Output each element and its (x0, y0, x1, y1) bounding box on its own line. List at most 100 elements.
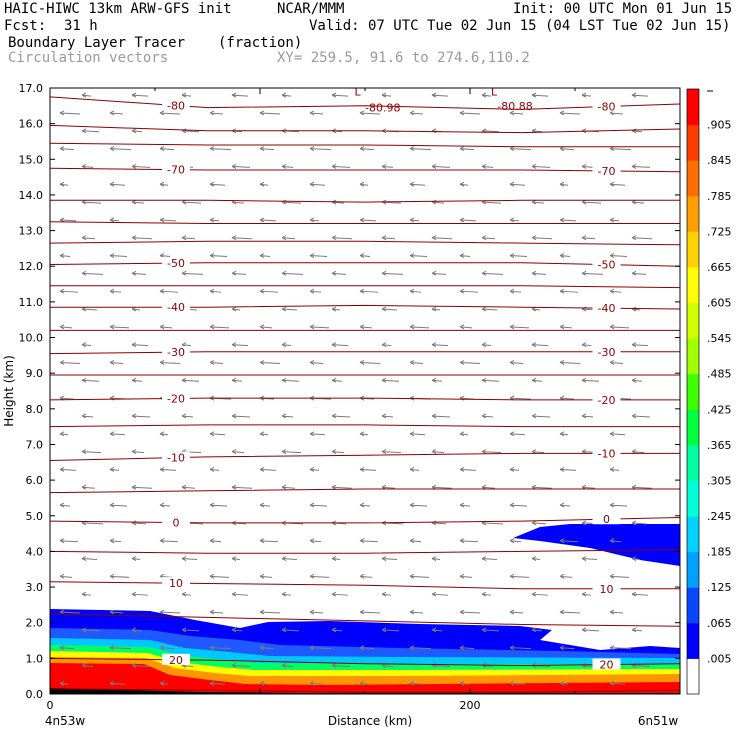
vector-arrow (231, 413, 251, 419)
field-units: (fraction) (218, 35, 303, 51)
vector-arrow (231, 235, 253, 241)
vector-arrow (181, 591, 192, 597)
temperature-contour (49, 221, 680, 224)
vector-arrow (181, 627, 200, 633)
vector-arrow (231, 627, 243, 633)
vector-arrow (531, 235, 553, 241)
min-annotation: -80.98 (365, 102, 400, 115)
vector-arrow (359, 502, 371, 508)
y-tick-label: 2.0 (26, 617, 44, 630)
x-tick-label: 0 (47, 699, 54, 712)
vector-arrow (259, 217, 277, 223)
temperature-contour (49, 549, 681, 554)
vector-arrow (509, 110, 524, 116)
vector-arrow (331, 663, 351, 668)
vector-arrow (609, 324, 630, 330)
colorbar-label: .665 (707, 261, 732, 274)
vector-arrow (281, 377, 300, 383)
contour-label: -30 (598, 346, 616, 359)
vector-arrow (481, 377, 500, 383)
vector-arrow (559, 324, 573, 330)
vector-arrow (431, 128, 443, 134)
contour-label-bg (592, 393, 621, 405)
vector-arrow (281, 342, 292, 348)
temperature-contour (49, 452, 680, 461)
min-annotation: -80.88 (497, 100, 532, 113)
contour-label: 0 (603, 513, 610, 526)
vector-arrow (331, 342, 349, 348)
vector-arrow (331, 591, 349, 597)
colorbar-label: .545 (707, 332, 732, 345)
vector-arrow (531, 342, 549, 348)
vector-arrow (159, 146, 175, 152)
vector-arrow (181, 235, 196, 241)
temperature-contour (49, 613, 681, 627)
vector-arrow (259, 181, 269, 187)
vector-label: Circulation vectors (8, 50, 169, 66)
vector-arrow (109, 146, 132, 152)
vector-arrow (259, 288, 279, 294)
vector-arrow (459, 181, 469, 187)
vector-arrow (331, 556, 341, 561)
vector-arrow (381, 377, 400, 383)
y-tick-label: 8.0 (26, 403, 44, 416)
vector-arrow (559, 538, 579, 544)
vector-arrow (159, 360, 181, 365)
y-tick-label: 14.0 (19, 189, 44, 202)
vector-arrow (131, 163, 151, 169)
vector-arrow (609, 431, 626, 437)
vector-arrow (381, 92, 392, 98)
vector-arrow (459, 538, 479, 544)
vector-arrow (209, 502, 228, 508)
contour-label: 20 (600, 659, 614, 672)
vector-arrow (159, 431, 169, 437)
contour-label-bg (162, 653, 190, 665)
vector-arrow (409, 395, 432, 401)
vector-arrow (209, 645, 232, 651)
y-tick-label: 4.0 (26, 545, 44, 558)
vector-arrow (531, 591, 549, 597)
contour-label-bg (162, 451, 190, 463)
vector-arrow (81, 413, 94, 419)
vector-arrow (631, 342, 649, 348)
temperature-contour (49, 517, 681, 524)
vector-arrow (631, 163, 651, 169)
field-name: Boundary Layer Tracer (8, 35, 186, 51)
vector-arrow (59, 431, 69, 437)
vector-arrow (381, 270, 404, 276)
vector-arrow (609, 466, 620, 472)
vector-arrow (381, 449, 402, 455)
y-tick-label: 16.0 (19, 118, 44, 131)
vector-arrow (81, 235, 96, 241)
min-annotation: L (355, 86, 362, 99)
contour-label: -10 (598, 447, 616, 460)
vector-arrow (431, 556, 441, 561)
vector-arrow (609, 538, 622, 544)
vector-arrow (431, 235, 453, 241)
y-tick-label: 7.0 (26, 438, 44, 451)
vector-arrow (509, 502, 528, 508)
vector-arrow (309, 146, 332, 152)
vector-arrow (59, 466, 77, 472)
contour-label: -80 (598, 101, 616, 114)
vector-arrow (181, 484, 196, 490)
vector-arrow (309, 502, 328, 508)
contour-label: -50 (167, 257, 185, 270)
vector-arrow (231, 342, 249, 348)
contour-label-bg (592, 164, 621, 176)
vector-arrow (459, 680, 469, 686)
vector-arrow (459, 431, 469, 437)
vector-arrow (359, 288, 379, 294)
vector-arrow (209, 609, 224, 615)
vector-arrow (259, 324, 273, 330)
vector-arrow (581, 591, 592, 597)
vector-arrow (559, 217, 577, 223)
vector-arrow (131, 377, 143, 383)
vector-arrow (109, 573, 130, 579)
temperature-contour (49, 142, 680, 148)
vector-arrow (609, 609, 624, 615)
vector-arrow (581, 270, 604, 276)
vector-arrow (509, 573, 530, 579)
vector-arrow (409, 253, 428, 258)
vector-arrow (131, 663, 151, 668)
